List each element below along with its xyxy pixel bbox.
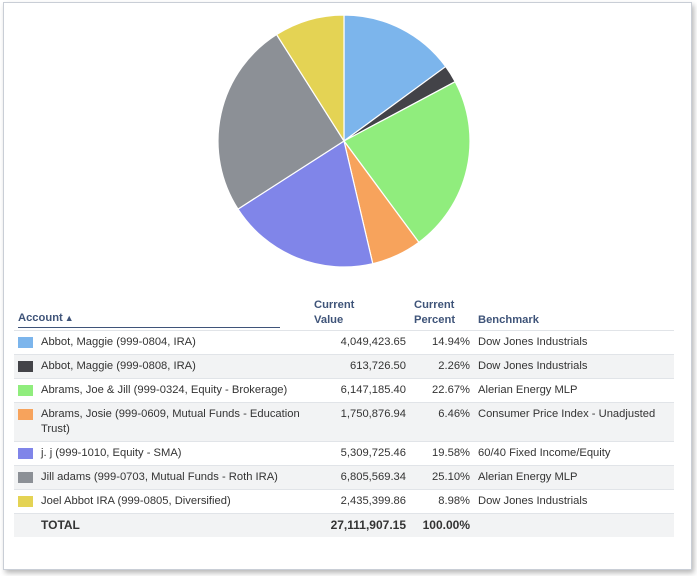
total-percent: 100.00% <box>410 512 474 537</box>
legend-swatch <box>18 408 33 420</box>
legend-swatch <box>18 495 33 507</box>
legend-swatch <box>18 336 33 348</box>
sort-ascending-icon[interactable]: ▲ <box>64 312 74 323</box>
total-row: TOTAL 27,111,907.15 100.00% <box>14 512 674 537</box>
pie-chart-svg <box>217 14 471 268</box>
pie-slice[interactable] <box>343 14 447 142</box>
current-percent-cell: 8.98% <box>410 488 474 513</box>
current-percent-column-header[interactable]: Current Percent <box>410 294 474 330</box>
pie-slice[interactable] <box>343 81 471 243</box>
benchmark-cell: 60/40 Fixed Income/Equity <box>474 440 674 465</box>
benchmark-cell: Alerian Energy MLP <box>474 377 674 402</box>
current-value-cell: 613,726.50 <box>310 353 410 378</box>
benchmark-header-label: Benchmark <box>478 313 539 326</box>
total-value: 27,111,907.15 <box>310 512 410 537</box>
account-name: Abbot, Maggie (999-0804, IRA) <box>41 335 196 348</box>
benchmark-cell: Dow Jones Industrials <box>474 353 674 378</box>
legend-swatch <box>18 447 33 459</box>
account-name: Jill adams (999-0703, Mutual Funds - Rot… <box>41 470 278 483</box>
current-percent-cell: 22.67% <box>410 377 474 402</box>
current-percent-header-line1: Current <box>414 298 455 311</box>
table-row[interactable]: Abrams, Josie (999-0609, Mutual Funds - … <box>14 401 674 441</box>
table-row[interactable]: Jill adams (999-0703, Mutual Funds - Rot… <box>14 464 674 489</box>
account-cell: Jill adams (999-0703, Mutual Funds - Rot… <box>14 464 310 489</box>
current-percent-cell: 19.58% <box>410 440 474 465</box>
account-cell: Abrams, Josie (999-0609, Mutual Funds - … <box>14 401 310 441</box>
account-name: Abrams, Joe & Jill (999-0324, Equity - B… <box>41 383 288 396</box>
account-header-label: Account <box>18 311 63 324</box>
holdings-table: Account ▲ Current Value Current Percent B… <box>14 294 674 537</box>
current-value-cell: 2,435,399.86 <box>310 488 410 513</box>
account-name: Abrams, Josie (999-0609, Mutual Funds - … <box>41 407 300 435</box>
pie-slice[interactable] <box>237 140 374 268</box>
current-percent-cell: 14.94% <box>410 329 474 354</box>
current-value-column-header[interactable]: Current Value <box>310 294 410 330</box>
total-benchmark-empty <box>474 512 674 537</box>
table-header-row: Account ▲ Current Value Current Percent B… <box>14 294 674 330</box>
account-cell: Joel Abbot IRA (999-0805, Diversified) <box>14 488 310 513</box>
benchmark-column-header[interactable]: Benchmark <box>474 294 674 330</box>
account-header-underline: Account ▲ <box>18 311 280 328</box>
legend-swatch <box>18 384 33 396</box>
current-percent-header-line2: Percent <box>414 313 456 326</box>
current-value-cell: 1,750,876.94 <box>310 401 410 441</box>
current-value-cell: 6,805,569.34 <box>310 464 410 489</box>
table-row[interactable]: Abrams, Joe & Jill (999-0324, Equity - B… <box>14 377 674 402</box>
current-percent-cell: 25.10% <box>410 464 474 489</box>
account-cell: Abrams, Joe & Jill (999-0324, Equity - B… <box>14 377 310 402</box>
account-column-header[interactable]: Account ▲ <box>14 294 310 330</box>
benchmark-cell: Consumer Price Index - Unadjusted <box>474 401 674 441</box>
account-cell: j. j (999-1010, Equity - SMA) <box>14 440 310 465</box>
current-percent-cell: 2.26% <box>410 353 474 378</box>
table-row[interactable]: j. j (999-1010, Equity - SMA) 5,309,725.4… <box>14 440 674 465</box>
total-label: TOTAL <box>14 512 310 537</box>
pie-slice[interactable] <box>217 33 345 210</box>
current-value-header-line2: Value <box>314 313 344 326</box>
account-name: j. j (999-1010, Equity - SMA) <box>41 446 182 459</box>
table-row[interactable]: Abbot, Maggie (999-0808, IRA) 613,726.50 2… <box>14 353 674 378</box>
benchmark-cell: Dow Jones Industrials <box>474 488 674 513</box>
account-name: Abbot, Maggie (999-0808, IRA) <box>41 359 196 372</box>
benchmark-cell: Dow Jones Industrials <box>474 329 674 354</box>
account-cell: Abbot, Maggie (999-0808, IRA) <box>14 353 310 378</box>
legend-swatch <box>18 360 33 372</box>
table-row[interactable]: Joel Abbot IRA (999-0805, Diversified) 2,… <box>14 488 674 513</box>
current-value-header-line1: Current <box>314 298 355 311</box>
allocation-pie-chart <box>0 0 697 285</box>
current-percent-cell: 6.46% <box>410 401 474 441</box>
account-cell: Abbot, Maggie (999-0804, IRA) <box>14 329 310 354</box>
legend-swatch <box>18 471 33 483</box>
current-value-cell: 6,147,185.40 <box>310 377 410 402</box>
pie-slice[interactable] <box>276 14 345 142</box>
current-value-cell: 5,309,725.46 <box>310 440 410 465</box>
current-value-cell: 4,049,423.65 <box>310 329 410 354</box>
table-row[interactable]: Abbot, Maggie (999-0804, IRA) 4,049,423.6… <box>14 329 674 354</box>
account-name: Joel Abbot IRA (999-0805, Diversified) <box>41 494 231 507</box>
benchmark-cell: Alerian Energy MLP <box>474 464 674 489</box>
